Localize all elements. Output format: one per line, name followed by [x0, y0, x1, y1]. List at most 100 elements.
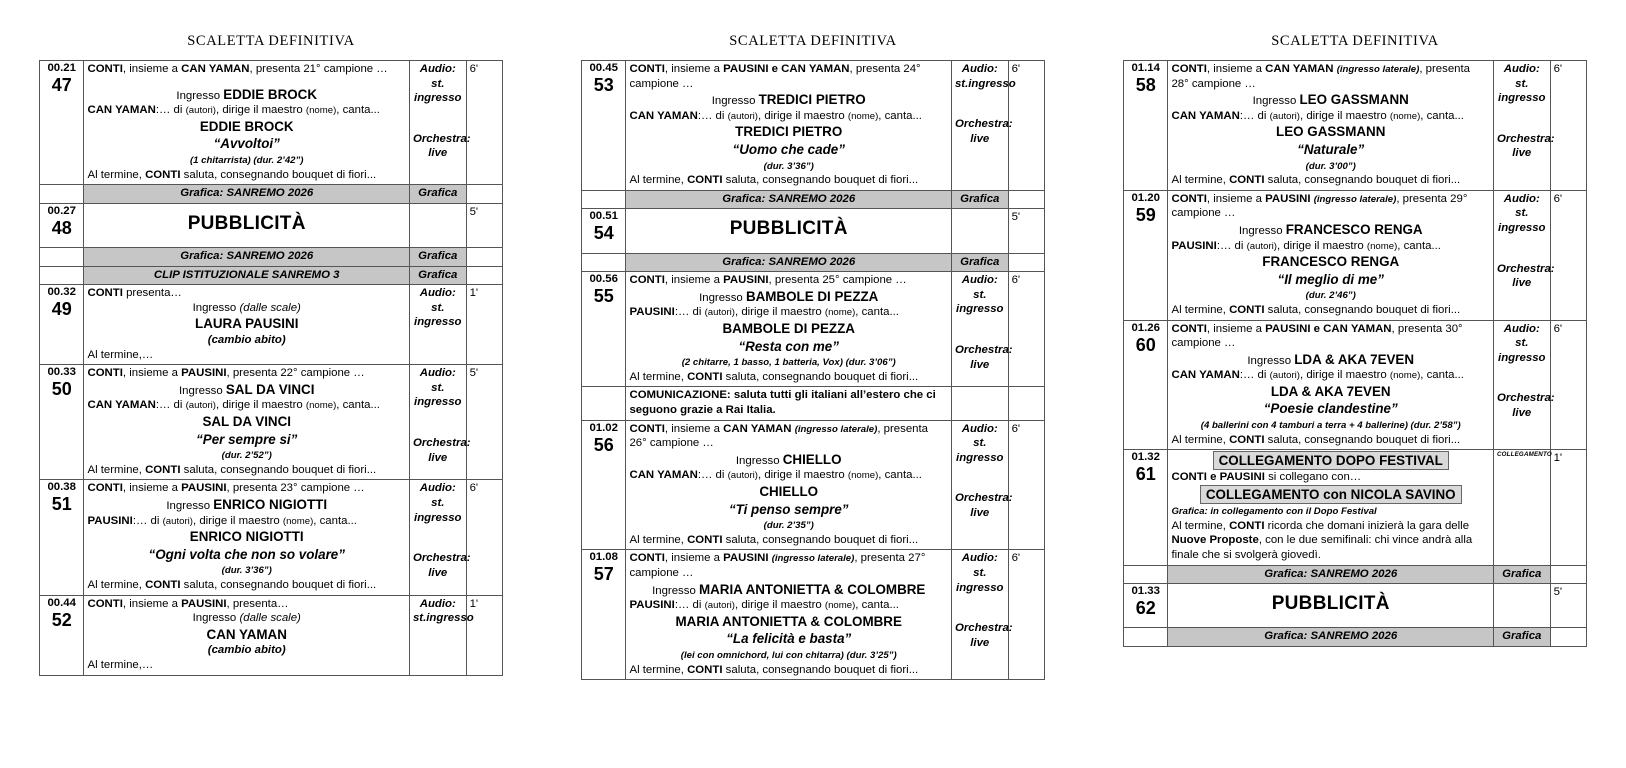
grafica-label: Grafica: SANREMO 2026 — [1167, 564, 1494, 585]
rundown-line: PAUSINI:… di (autori), dirige il maestro… — [629, 305, 948, 320]
text-run: , canta... — [878, 469, 922, 482]
rundown-line: Al termine, CONTI saluta, consegnando bo… — [87, 463, 406, 478]
text-run: CONTI — [1229, 433, 1265, 446]
text-run: Al termine, — [1171, 433, 1230, 446]
rundown-line: EDDIE BROCK — [87, 118, 406, 136]
start-time: 00.45 — [589, 62, 618, 74]
text-run: CONTI — [87, 367, 123, 380]
text-run: (autori) — [185, 400, 216, 412]
page-title: SCALETTA DEFINITIVA — [1271, 33, 1439, 49]
duration-cell: 5' — [465, 202, 504, 249]
grafica-tech: Grafica — [950, 252, 1009, 273]
text-run: :… di — [674, 599, 705, 612]
time-cell — [38, 265, 85, 286]
tech-cell: Audio: st. ingresso Orchestra: live — [950, 271, 1013, 388]
text-run: (ingresso laterale) — [1313, 193, 1397, 205]
text-run: Grafica: in collegamento con il Dopo Fes… — [1171, 506, 1377, 518]
text-run: PAUSINI — [629, 306, 675, 319]
rundown-line: COLLEGAMENTO DOPO FESTIVAL — [1171, 451, 1490, 471]
text-run: ENRICO NIGIOTTI — [189, 529, 304, 545]
segment-row: 00.44 52 CONTI, insieme a PAUSINI, present… — [38, 594, 504, 676]
text-run: “Per sempre si” — [196, 431, 298, 447]
text-run: (nome) — [1366, 240, 1398, 252]
text-run: saluta, consegnando bouquet di fiori... — [180, 578, 377, 591]
tech-cell: Audio: st. ingresso Orchestra: live — [1492, 319, 1555, 451]
text-run: PAUSINI — [87, 514, 133, 527]
text-run: , dirige il maestro — [1299, 109, 1390, 122]
text-run: (dur. 2’46”) — [1305, 290, 1356, 302]
page-title: SCALETTA DEFINITIVA — [187, 33, 355, 49]
rundown-line: LAURA PAUSINI — [87, 315, 406, 333]
audio-note: Audio: st. ingresso — [956, 552, 1004, 594]
text-run: ricorda che domani inizierà la gara dell… — [1264, 519, 1470, 532]
orchestra-note: Orchestra: live — [1496, 262, 1555, 290]
tech-cell: Audio: st. ingresso Orchestra: live — [1492, 189, 1555, 321]
text-run: , dirige il maestro — [757, 109, 848, 122]
text-run: (autori) — [1246, 240, 1277, 252]
text-run: Ingresso — [179, 384, 226, 397]
text-run: (nome) — [305, 105, 337, 117]
audio-note: Audio: st. ingresso — [1498, 322, 1546, 364]
text-run: Ingresso — [711, 95, 759, 108]
start-time: 00.44 — [47, 596, 76, 609]
tech-cell — [950, 208, 1009, 254]
text-run: PAUSINI — [181, 597, 227, 610]
text-run: :… di — [155, 399, 186, 412]
rundown-line: (cambio abito) — [87, 333, 406, 348]
text-run: PAUSINI e CAN YAMAN — [1265, 322, 1392, 335]
text-run: , canta... — [1420, 109, 1464, 122]
text-run: (autori) — [162, 515, 193, 527]
text-run: (dur. 2’52”) — [221, 450, 272, 462]
grafica-row: Grafica: SANREMO 2026 Grafica — [38, 184, 504, 204]
rundown-line: Al termine, CONTI saluta, consegnando bo… — [1171, 303, 1490, 318]
segment-body: COLLEGAMENTO DOPO FESTIVAL CONTI e PAUSIN… — [1167, 449, 1494, 566]
text-run: CONTI — [687, 663, 723, 676]
rundown-line: CAN YAMAN:… di (autori), dirige il maest… — [87, 398, 406, 413]
segment-row: 01.20 59 CONTI, insieme a PAUSINI (ingress… — [1122, 189, 1588, 321]
text-run: CAN YAMAN — [1171, 369, 1240, 382]
time-cell — [580, 189, 627, 210]
text-run: (dur. 3’36”) — [221, 565, 272, 577]
pubblicita-label: PUBBLICITÀ — [1271, 593, 1390, 615]
text-run: , insieme a — [664, 552, 724, 565]
text-run: CONTI — [1171, 192, 1207, 205]
audio-note: Audio: st. ingresso — [1498, 192, 1546, 234]
rundown-line: CAN YAMAN:… di (autori), dirige il maest… — [87, 103, 406, 118]
rundown-sheet: SCALETTA DEFINITIVA 00.21 47 CONTI, insieme… — [38, 33, 1588, 681]
text-run: BAMBOLE DI PEZZA — [745, 288, 879, 304]
rundown-line: (dur. 2’35”) — [629, 518, 948, 533]
text-run: CONTI — [629, 422, 665, 435]
tech-cell: Audio: st. ingresso Orchestra: live — [408, 364, 471, 481]
text-run: :… di — [697, 469, 728, 482]
orchestra-note: Orchestra: live — [412, 132, 471, 160]
rundown-line: CONTI, insieme a CAN YAMAN (ingresso lat… — [629, 422, 948, 451]
item-number: 50 — [51, 379, 72, 400]
text-run: , dirige il maestro — [192, 514, 283, 527]
tech-cell: Audio: st. ingresso Orchestra: live — [408, 59, 471, 186]
rundown-table: 00.21 47 CONTI, insieme a CAN YAMAN, prese… — [38, 59, 504, 676]
text-run: , dirige il maestro — [215, 104, 306, 117]
text-run: , insieme a — [122, 63, 182, 75]
text-run: Al termine, — [629, 663, 688, 676]
rundown-line: “La felicità e basta” — [629, 630, 948, 648]
segment-row: 01.32 61 COLLEGAMENTO DOPO FESTIVAL CONTI e… — [1122, 449, 1588, 566]
text-run: , insieme a — [664, 274, 724, 287]
rundown-line: Ingresso ENRICO NIGIOTTI — [87, 496, 406, 514]
text-run: Nuove Proposte — [1171, 534, 1259, 547]
duration-cell: 6' — [1549, 319, 1588, 451]
text-run: “Ogni volta che non so volare” — [148, 546, 345, 562]
text-run: CONTI — [87, 482, 123, 495]
text-run: (autori) — [704, 307, 735, 319]
rundown-line: “Ti penso sempre” — [629, 501, 948, 519]
text-run: (dur. 2’35”) — [763, 520, 814, 532]
segment-body: CONTI, insieme a PAUSINI (ingresso later… — [625, 549, 952, 681]
text-run: TREDICI PIETRO — [758, 92, 866, 108]
rundown-line: CONTI, insieme a PAUSINI, presenta… — [87, 597, 406, 612]
text-run: saluta, consegnando bouquet di fiori... — [722, 533, 919, 546]
text-run: (autori) — [1269, 110, 1300, 122]
text-run: Ingresso — [652, 584, 699, 597]
segment-body: CONTI, insieme a PAUSINI, presenta 22° c… — [83, 364, 410, 481]
text-run: (ingresso laterale) — [1336, 64, 1420, 75]
text-run: Al termine, — [87, 168, 146, 181]
rundown-line: “Per sempre si” — [87, 431, 406, 449]
